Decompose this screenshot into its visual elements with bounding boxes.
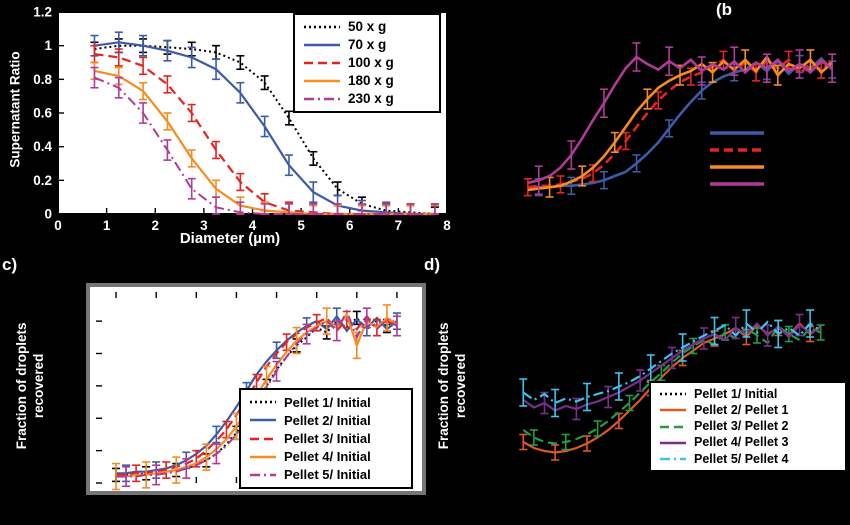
legend-item: Pellet 5/ Initial [248,466,404,484]
legend-d: Pellet 1/ Initial Pellet 2/ Pellet 1 Pelle… [649,381,847,472]
legend-item: Pellet 3/ Pellet 2 [658,418,838,434]
legend-line-sample [250,418,276,422]
y-tick-label: 0.6 [33,106,52,121]
series-line [94,53,435,216]
x-tick-label: 4 [249,218,257,233]
legend-label: 180 x g [348,73,394,89]
legend-line-sample [660,425,686,428]
legend-line-sample [250,455,276,459]
legend-line-sample [304,25,340,29]
legend-item: Pellet 3/ Initial [248,429,404,447]
x-tick-label: 5 [297,218,305,233]
x-tick-label: 0 [54,218,62,233]
legend-label: Pellet 3/ Pellet 2 [694,419,789,434]
x-tick-label: 6 [346,218,354,233]
legend-item [708,158,766,175]
legend-line-sample [660,441,686,445]
legend-item: 180 x g [302,72,432,90]
legend-item: Pellet 5/ Pellet 4 [658,451,838,467]
y-axis-label-fraction-recovered-c: Fraction of droplets recovered [14,322,46,450]
legend-label: 50 x g [348,19,387,35]
series-line [527,55,833,185]
y-tick-label: 0.8 [33,72,52,87]
legend-line-sample [304,61,340,65]
series-line [523,323,822,421]
legend-line-sample [250,437,276,440]
legend-label: Pellet 1/ Initial [284,394,371,410]
legend-a: 50 x g 70 x g 100 x g 180 x g 230 x g [293,13,441,113]
legend-item: 230 x g [302,90,432,108]
panel-label-c: c) [2,255,18,274]
legend-label: Pellet 1/ Initial [694,386,778,401]
legend-label: Pellet 4/ Initial [284,449,371,465]
legend-item [708,141,766,158]
y-tick-label: 0.4 [33,139,52,154]
legend-item: Pellet 4/ Pellet 3 [658,435,838,451]
legend-label: Pellet 2/ Pellet 1 [694,403,789,418]
legend-label: Pellet 2/ Initial [284,412,371,428]
legend-item: 70 x g [302,36,432,54]
panel-label-b: (b [716,0,733,19]
legend-item [708,124,766,141]
legend-b-swatches [708,124,766,192]
legend-item: 50 x g [302,18,432,36]
y-axis-label-fraction-recovered-d: Fraction of droplets recovered [436,322,468,450]
series-line [522,320,822,405]
y-tick-label: 0 [44,207,52,222]
legend-label: 230 x g [348,91,394,107]
x-tick-label: 8 [443,218,451,233]
legend-item: Pellet 2/ Pellet 1 [658,402,838,418]
legend-label: 100 x g [348,55,394,71]
legend-item [708,175,766,192]
legend-c: Pellet 1/ Initial Pellet 2/ Initial Pellet… [239,388,413,489]
legend-item: Pellet 2/ Initial [248,411,404,429]
legend-line-sample [660,408,686,412]
x-tick-label: 3 [200,218,208,233]
legend-item: Pellet 4/ Initial [248,448,404,466]
series-line [94,76,435,215]
x-tick-label: 1 [103,218,111,233]
x-axis-label-diameter: Diameter (µm) [179,230,281,247]
x-tick-label: 7 [395,218,403,233]
y-tick-label: 1.2 [33,5,52,20]
legend-item: 100 x g [302,54,432,72]
y-tick-label: 0.2 [33,173,52,188]
y-tick-label: 1 [44,38,52,53]
legend-line-sample [710,147,764,152]
legend-line-sample [304,97,340,101]
legend-line-sample [660,392,686,396]
legend-line-sample [710,181,764,186]
legend-line-sample [660,457,686,461]
legend-label: Pellet 5/ Pellet 4 [694,451,789,466]
legend-label: Pellet 5/ Initial [284,467,371,483]
legend-label: Pellet 3/ Initial [284,431,371,446]
legend-line-sample [710,164,764,169]
legend-item: Pellet 1/ Initial [658,386,838,402]
chart-b [523,42,837,198]
legend-line-sample [710,130,764,135]
panel-label-d: d) [424,255,441,274]
legend-label: Pellet 4/ Pellet 3 [694,435,789,450]
legend-label: 70 x g [348,37,387,53]
x-tick-label: 2 [151,218,159,233]
legend-item: Pellet 1/ Initial [248,393,404,411]
legend-line-sample [304,43,340,47]
legend-line-sample [304,79,340,83]
legend-line-sample [250,400,276,404]
legend-line-sample [250,473,276,477]
